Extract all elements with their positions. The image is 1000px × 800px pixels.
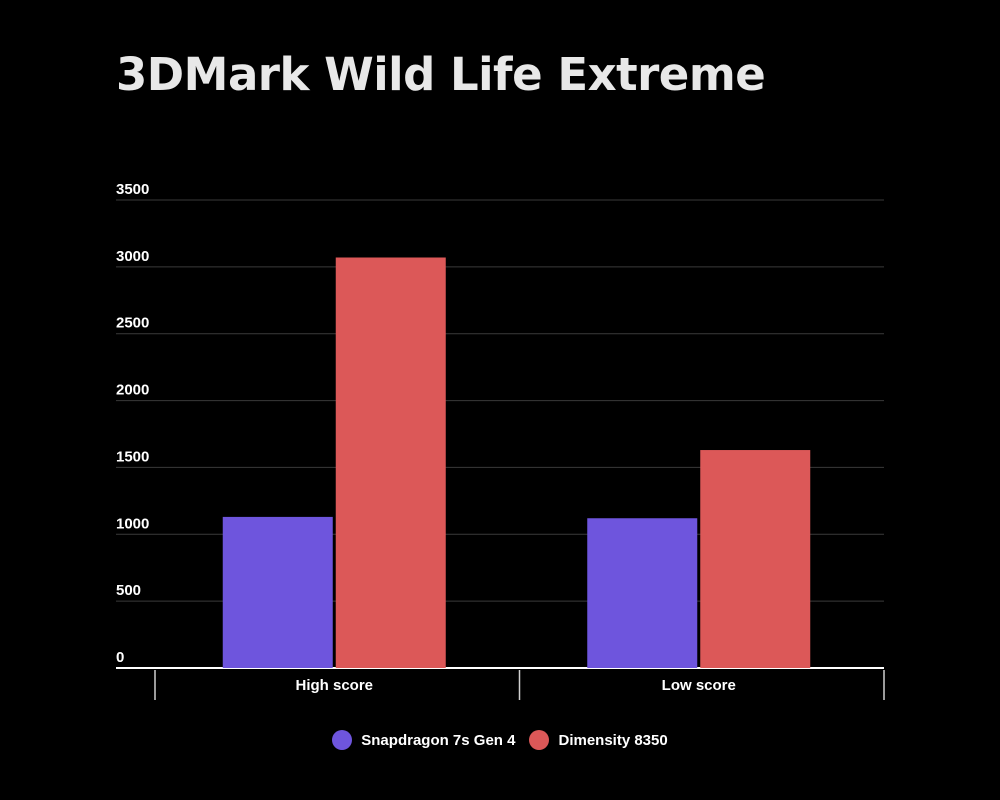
x-category-label: High score [295, 677, 373, 694]
bar-1-1 [222, 516, 333, 668]
bar-1-2 [587, 518, 698, 668]
y-tick-label: 3000 [116, 248, 149, 265]
legend-label-series-1: Snapdragon 7s Gen 4 [361, 731, 516, 749]
legend: Snapdragon 7s Gen 4 Dimensity 8350 [0, 730, 1000, 750]
legend-swatch-series-1 [332, 730, 353, 750]
y-tick-label: 500 [116, 582, 141, 599]
legend-swatch-series-2 [529, 730, 550, 750]
chart-title: 3DMark Wild Life Extreme [116, 48, 766, 101]
y-tick-label: 0 [116, 649, 124, 666]
y-tick-label: 1500 [116, 448, 149, 465]
bar-2-1 [335, 257, 446, 668]
bar-2-2 [700, 450, 811, 668]
y-tick-label: 3500 [116, 181, 149, 198]
legend-item-series-1[interactable]: Snapdragon 7s Gen 4 [332, 730, 515, 750]
legend-label-series-2: Dimensity 8350 [558, 731, 668, 749]
y-tick-label: 2000 [116, 382, 149, 399]
legend-item-series-2[interactable]: Dimensity 8350 [529, 730, 668, 750]
x-category-label: Low score [662, 677, 736, 694]
y-tick-label: 2500 [116, 315, 149, 332]
y-tick-label: 1000 [116, 515, 149, 532]
